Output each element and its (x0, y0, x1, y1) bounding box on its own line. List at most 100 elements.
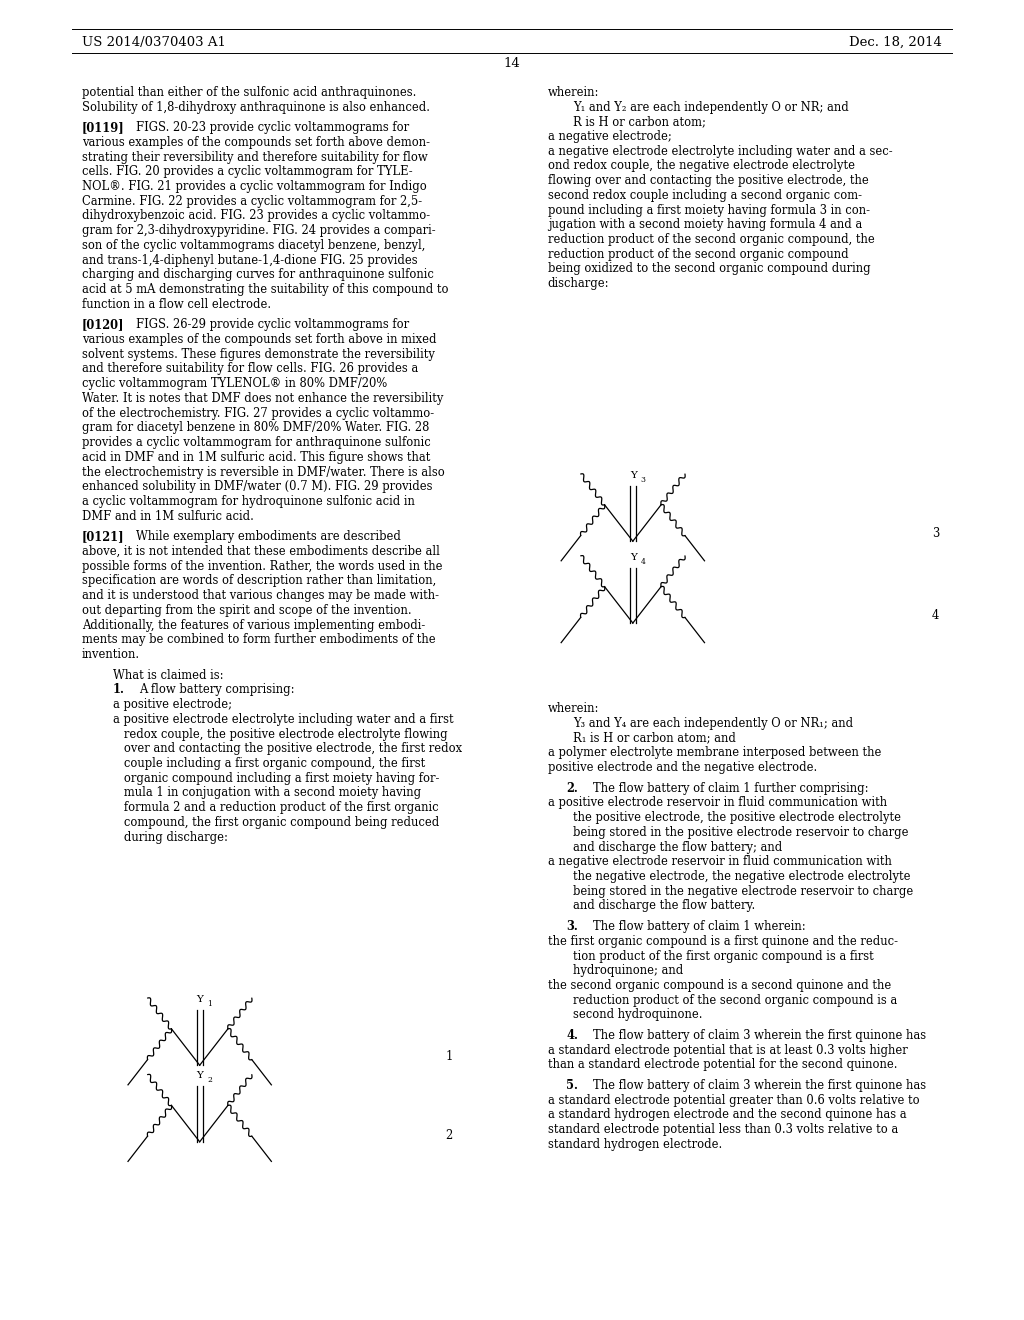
Text: 3.: 3. (566, 920, 578, 933)
Text: jugation with a second moiety having formula 4 and a: jugation with a second moiety having for… (548, 218, 862, 231)
Text: organic compound including a first moiety having for-: organic compound including a first moiet… (113, 772, 439, 784)
Text: wherein:: wherein: (548, 702, 599, 715)
Text: 14: 14 (504, 57, 520, 70)
Text: 4.: 4. (566, 1030, 579, 1041)
Text: A flow battery comprising:: A flow battery comprising: (139, 684, 295, 697)
Text: during discharge:: during discharge: (113, 830, 227, 843)
Text: a cyclic voltammogram for hydroquinone sulfonic acid in: a cyclic voltammogram for hydroquinone s… (82, 495, 415, 508)
Text: a negative electrode electrolyte including water and a sec-: a negative electrode electrolyte includi… (548, 145, 893, 157)
Text: NOL®. FIG. 21 provides a cyclic voltammogram for Indigo: NOL®. FIG. 21 provides a cyclic voltammo… (82, 180, 427, 193)
Text: gram for diacetyl benzene in 80% DMF/20% Water. FIG. 28: gram for diacetyl benzene in 80% DMF/20%… (82, 421, 429, 434)
Text: various examples of the compounds set forth above in mixed: various examples of the compounds set fo… (82, 333, 436, 346)
Text: being stored in the negative electrode reservoir to charge: being stored in the negative electrode r… (573, 884, 913, 898)
Text: Y: Y (197, 1072, 204, 1080)
Text: the positive electrode, the positive electrode electrolyte: the positive electrode, the positive ele… (573, 812, 901, 824)
Text: compound, the first organic compound being reduced: compound, the first organic compound bei… (113, 816, 439, 829)
Text: FIGS. 20-23 provide cyclic voltammograms for: FIGS. 20-23 provide cyclic voltammograms… (136, 121, 410, 135)
Text: a standard hydrogen electrode and the second quinone has a: a standard hydrogen electrode and the se… (548, 1109, 906, 1122)
Text: a standard electrode potential that is at least 0.3 volts higher: a standard electrode potential that is a… (548, 1044, 907, 1057)
Text: Y₃ and Y₄ are each independently O or NR₁; and: Y₃ and Y₄ are each independently O or NR… (573, 717, 854, 730)
Text: a positive electrode electrolyte including water and a first: a positive electrode electrolyte includi… (113, 713, 454, 726)
Text: than a standard electrode potential for the second quinone.: than a standard electrode potential for … (548, 1059, 897, 1072)
Text: While exemplary embodiments are described: While exemplary embodiments are describe… (136, 531, 401, 544)
Text: Solubility of 1,8-dihydroxy anthraquinone is also enhanced.: Solubility of 1,8-dihydroxy anthraquinon… (82, 100, 430, 114)
Text: cells. FIG. 20 provides a cyclic voltammogram for TYLE-: cells. FIG. 20 provides a cyclic voltamm… (82, 165, 413, 178)
Text: specification are words of description rather than limitation,: specification are words of description r… (82, 574, 436, 587)
Text: pound including a first moiety having formula 3 in con-: pound including a first moiety having fo… (548, 203, 869, 216)
Text: ond redox couple, the negative electrode electrolyte: ond redox couple, the negative electrode… (548, 160, 855, 173)
Text: positive electrode and the negative electrode.: positive electrode and the negative elec… (548, 762, 817, 774)
Text: 1: 1 (445, 1049, 453, 1063)
Text: acid at 5 mA demonstrating the suitability of this compound to: acid at 5 mA demonstrating the suitabili… (82, 282, 449, 296)
Text: invention.: invention. (82, 648, 140, 661)
Text: gram for 2,3-dihydroxypyridine. FIG. 24 provides a compari-: gram for 2,3-dihydroxypyridine. FIG. 24 … (82, 224, 435, 238)
Text: 1.: 1. (113, 684, 125, 697)
Text: discharge:: discharge: (548, 277, 609, 290)
Text: Y₁ and Y₂ are each independently O or NR; and: Y₁ and Y₂ are each independently O or NR… (573, 100, 849, 114)
Text: Y: Y (197, 995, 204, 1003)
Text: R₁ is H or carbon atom; and: R₁ is H or carbon atom; and (573, 731, 736, 744)
Text: R is H or carbon atom;: R is H or carbon atom; (573, 115, 707, 128)
Text: 2: 2 (207, 1076, 212, 1085)
Text: The flow battery of claim 3 wherein the first quinone has: The flow battery of claim 3 wherein the … (593, 1078, 926, 1092)
Text: 1: 1 (207, 999, 212, 1008)
Text: second hydroquinone.: second hydroquinone. (573, 1008, 702, 1022)
Text: charging and discharging curves for anthraquinone sulfonic: charging and discharging curves for anth… (82, 268, 434, 281)
Text: and discharge the flow battery.: and discharge the flow battery. (573, 899, 756, 912)
Text: wherein:: wherein: (548, 86, 599, 99)
Text: and discharge the flow battery; and: and discharge the flow battery; and (573, 841, 782, 854)
Text: and it is understood that various changes may be made with-: and it is understood that various change… (82, 589, 439, 602)
Text: US 2014/0370403 A1: US 2014/0370403 A1 (82, 36, 226, 49)
Text: [0121]: [0121] (82, 531, 125, 544)
Text: enhanced solubility in DMF/water (0.7 M). FIG. 29 provides: enhanced solubility in DMF/water (0.7 M)… (82, 480, 432, 494)
Text: Carmine. FIG. 22 provides a cyclic voltammogram for 2,5-: Carmine. FIG. 22 provides a cyclic volta… (82, 195, 422, 207)
Text: Additionally, the features of various implementing embodi-: Additionally, the features of various im… (82, 619, 425, 631)
Text: being stored in the positive electrode reservoir to charge: being stored in the positive electrode r… (573, 826, 909, 840)
Text: possible forms of the invention. Rather, the words used in the: possible forms of the invention. Rather,… (82, 560, 442, 573)
Text: a negative electrode;: a negative electrode; (548, 129, 672, 143)
Text: out departing from the spirit and scope of the invention.: out departing from the spirit and scope … (82, 603, 412, 616)
Text: [0119]: [0119] (82, 121, 125, 135)
Text: reduction product of the second organic compound, the: reduction product of the second organic … (548, 232, 874, 246)
Text: The flow battery of claim 3 wherein the first quinone has: The flow battery of claim 3 wherein the … (593, 1030, 926, 1041)
Text: What is claimed is:: What is claimed is: (113, 669, 223, 681)
Text: a negative electrode reservoir in fluid communication with: a negative electrode reservoir in fluid … (548, 855, 892, 869)
Text: of the electrochemistry. FIG. 27 provides a cyclic voltammo-: of the electrochemistry. FIG. 27 provide… (82, 407, 434, 420)
Text: FIGS. 26-29 provide cyclic voltammograms for: FIGS. 26-29 provide cyclic voltammograms… (136, 318, 410, 331)
Text: being oxidized to the second organic compound during: being oxidized to the second organic com… (548, 263, 870, 276)
Text: The flow battery of claim 1 further comprising:: The flow battery of claim 1 further comp… (593, 781, 868, 795)
Text: standard hydrogen electrode.: standard hydrogen electrode. (548, 1138, 722, 1151)
Text: over and contacting the positive electrode, the first redox: over and contacting the positive electro… (113, 742, 462, 755)
Text: the electrochemistry is reversible in DMF/water. There is also: the electrochemistry is reversible in DM… (82, 466, 444, 479)
Text: a positive electrode reservoir in fluid communication with: a positive electrode reservoir in fluid … (548, 796, 887, 809)
Text: tion product of the first organic compound is a first: tion product of the first organic compou… (573, 949, 874, 962)
Text: function in a flow cell electrode.: function in a flow cell electrode. (82, 298, 271, 310)
Text: solvent systems. These figures demonstrate the reversibility: solvent systems. These figures demonstra… (82, 347, 435, 360)
Text: hydroquinone; and: hydroquinone; and (573, 964, 684, 977)
Text: the negative electrode, the negative electrode electrolyte: the negative electrode, the negative ele… (573, 870, 911, 883)
Text: 2.: 2. (566, 781, 578, 795)
Text: provides a cyclic voltammogram for anthraquinone sulfonic: provides a cyclic voltammogram for anthr… (82, 436, 431, 449)
Text: mula 1 in conjugation with a second moiety having: mula 1 in conjugation with a second moie… (113, 787, 421, 800)
Text: second redox couple including a second organic com-: second redox couple including a second o… (548, 189, 862, 202)
Text: a standard electrode potential greater than 0.6 volts relative to: a standard electrode potential greater t… (548, 1094, 920, 1106)
Text: standard electrode potential less than 0.3 volts relative to a: standard electrode potential less than 0… (548, 1123, 898, 1137)
Text: couple including a first organic compound, the first: couple including a first organic compoun… (113, 756, 425, 770)
Text: reduction product of the second organic compound: reduction product of the second organic … (548, 248, 849, 260)
Text: the second organic compound is a second quinone and the: the second organic compound is a second … (548, 979, 891, 991)
Text: 5.: 5. (566, 1078, 579, 1092)
Text: Y: Y (630, 471, 637, 480)
Text: son of the cyclic voltammograms diacetyl benzene, benzyl,: son of the cyclic voltammograms diacetyl… (82, 239, 425, 252)
Text: various examples of the compounds set forth above demon-: various examples of the compounds set fo… (82, 136, 430, 149)
Text: ments may be combined to form further embodiments of the: ments may be combined to form further em… (82, 634, 435, 647)
Text: [0120]: [0120] (82, 318, 125, 331)
Text: redox couple, the positive electrode electrolyte flowing: redox couple, the positive electrode ele… (113, 727, 447, 741)
Text: the first organic compound is a first quinone and the reduc-: the first organic compound is a first qu… (548, 935, 898, 948)
Text: 3: 3 (932, 527, 939, 540)
Text: 2: 2 (445, 1129, 453, 1142)
Text: formula 2 and a reduction product of the first organic: formula 2 and a reduction product of the… (113, 801, 438, 814)
Text: potential than either of the sulfonic acid anthraquinones.: potential than either of the sulfonic ac… (82, 86, 417, 99)
Text: Dec. 18, 2014: Dec. 18, 2014 (849, 36, 942, 49)
Text: dihydroxybenzoic acid. FIG. 23 provides a cyclic voltammo-: dihydroxybenzoic acid. FIG. 23 provides … (82, 210, 430, 223)
Text: strating their reversibility and therefore suitability for flow: strating their reversibility and therefo… (82, 150, 428, 164)
